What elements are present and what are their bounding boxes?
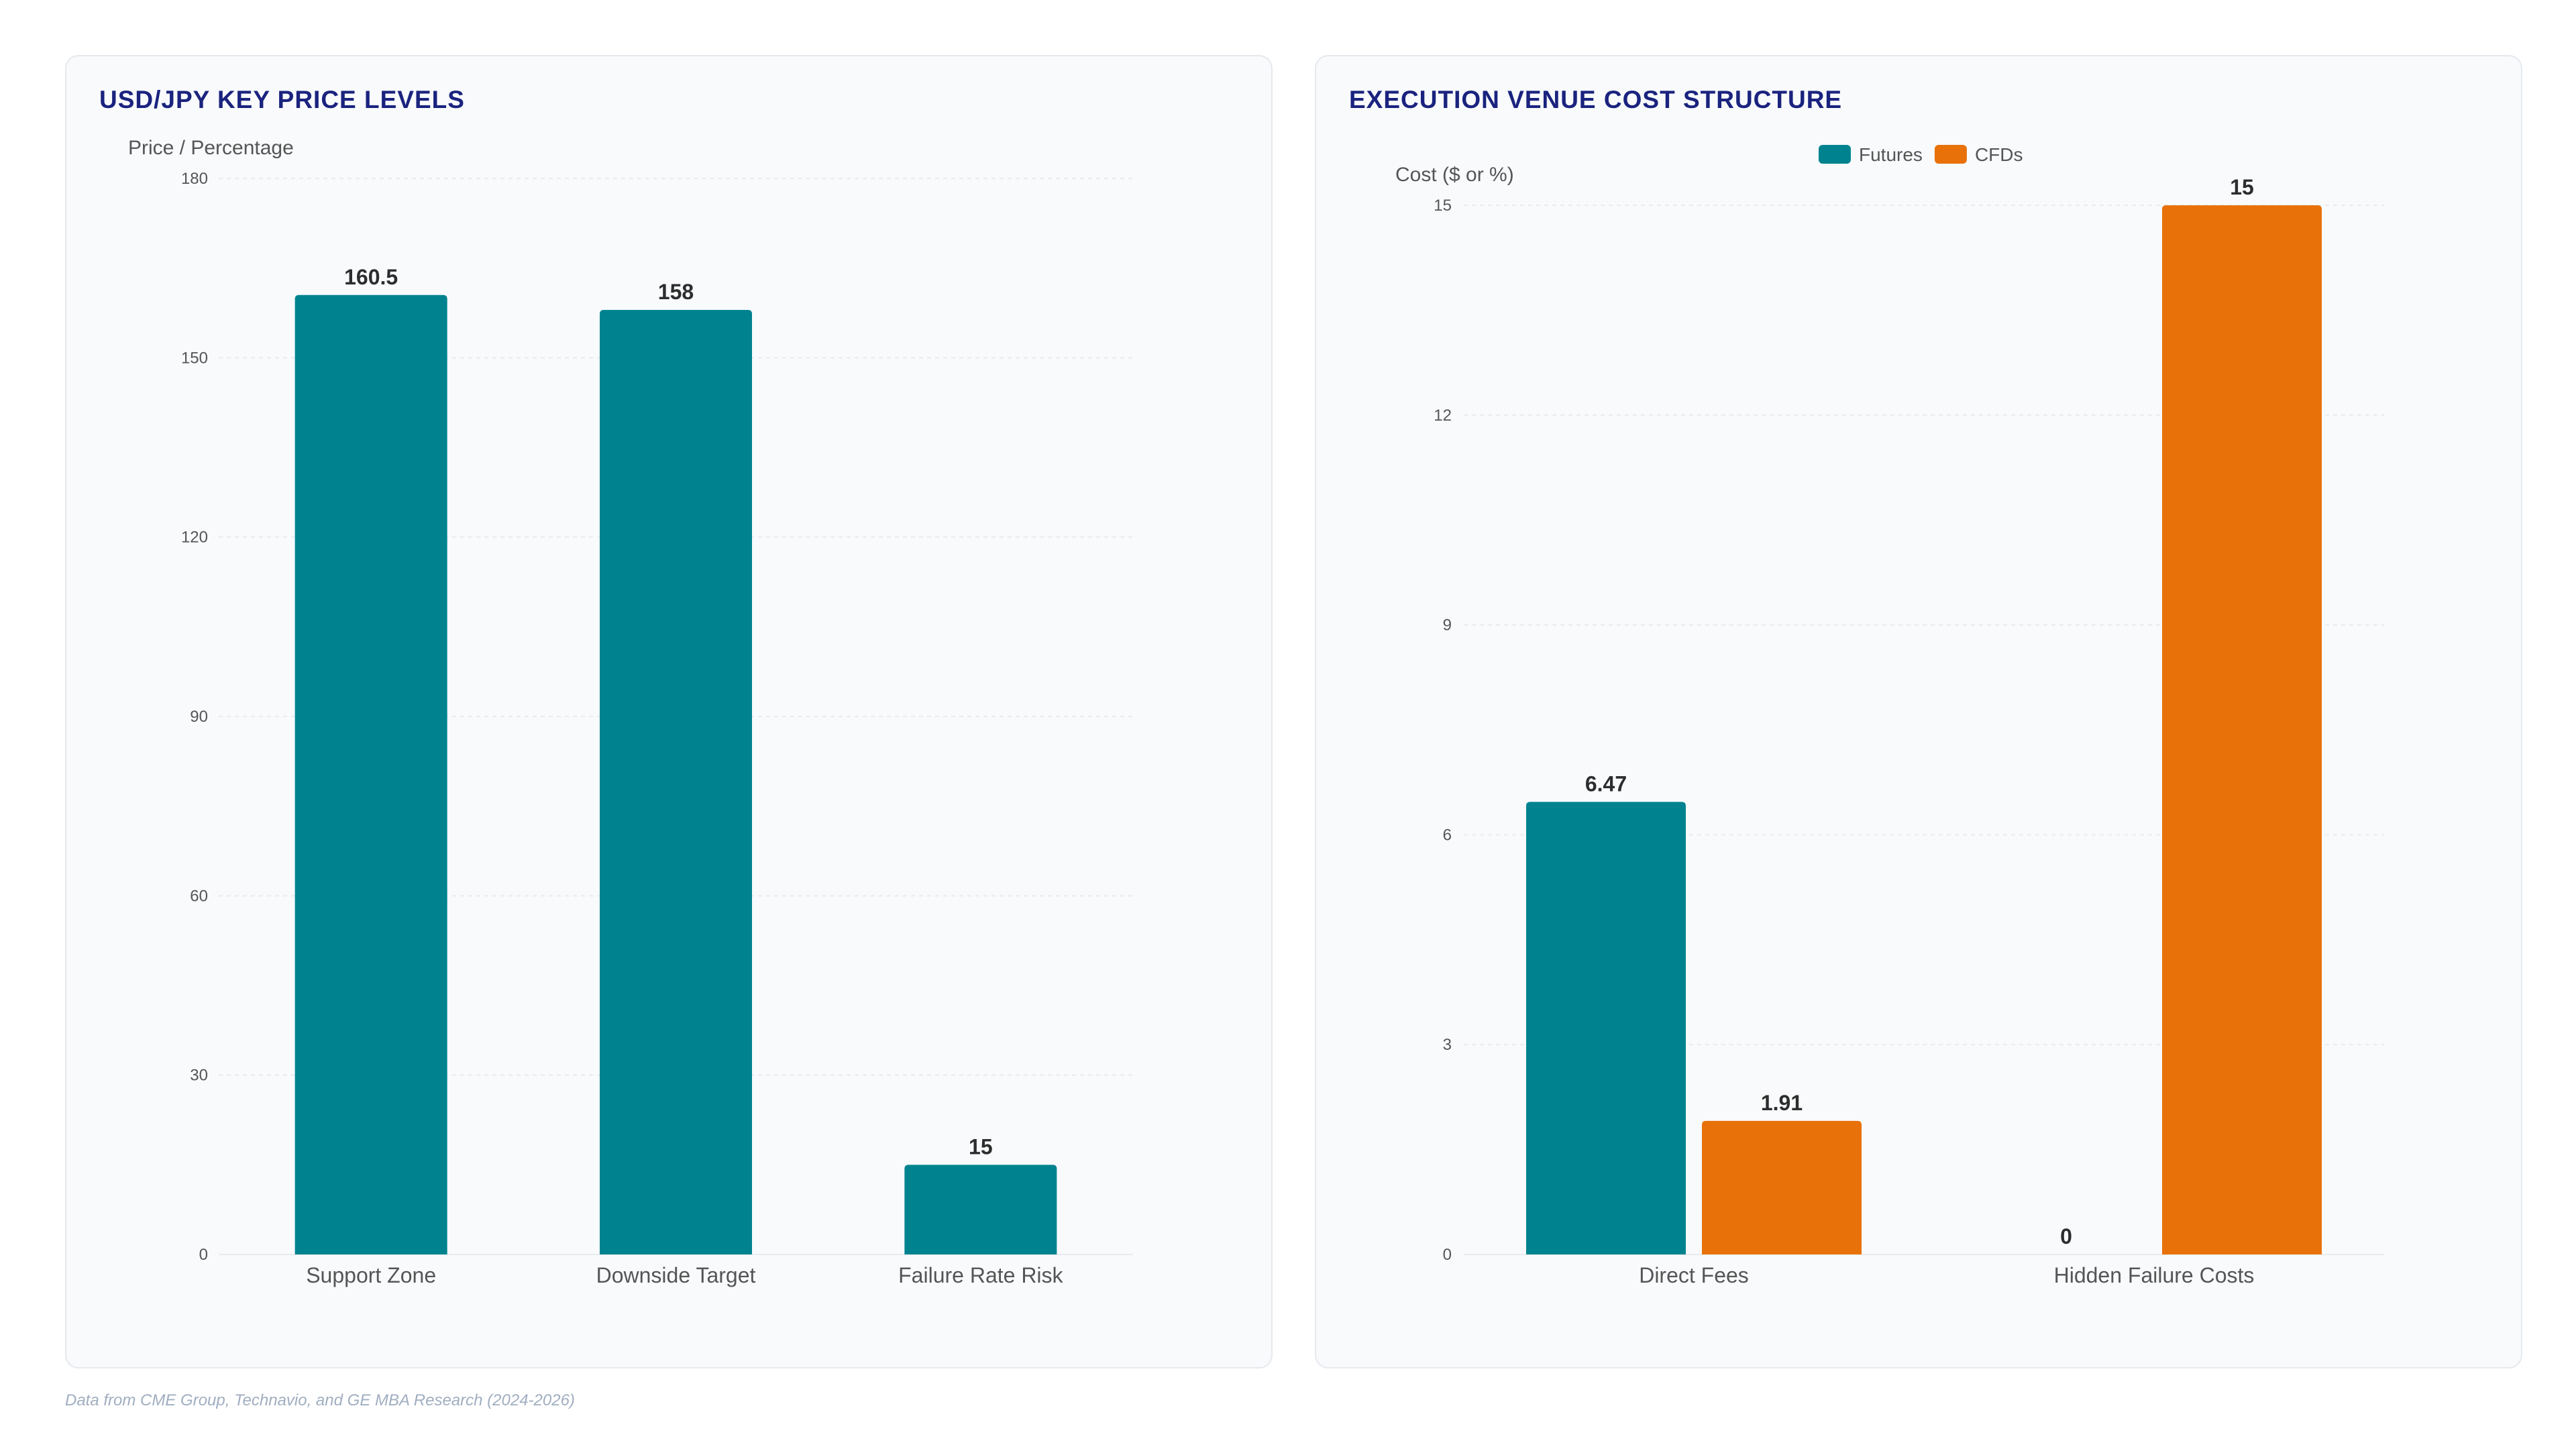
chart-title: EXECUTION VENUE COST STRUCTURE bbox=[1349, 86, 1843, 113]
legend-label: CFDs bbox=[1975, 144, 2023, 165]
y-axis-label: Price / Percentage bbox=[128, 137, 294, 159]
data-label: 6.47 bbox=[1585, 771, 1627, 796]
bar bbox=[1702, 1120, 1862, 1254]
y-tick-label: 120 bbox=[181, 529, 208, 547]
x-category-label: Hidden Failure Costs bbox=[2054, 1263, 2255, 1287]
data-label: 158 bbox=[658, 280, 694, 304]
chart-panel-cost-structure: EXECUTION VENUE COST STRUCTURE Cost ($ o… bbox=[1315, 55, 2522, 1368]
data-label: 160.5 bbox=[344, 265, 398, 289]
legend-swatch bbox=[1819, 145, 1851, 164]
legend-swatch bbox=[1934, 145, 1967, 164]
data-label: 0 bbox=[2060, 1224, 2072, 1248]
y-tick-label: 9 bbox=[1443, 616, 1452, 635]
bar bbox=[2162, 205, 2322, 1254]
data-label: 1.91 bbox=[1761, 1091, 1803, 1115]
bar bbox=[294, 294, 447, 1255]
y-tick-label: 180 bbox=[181, 170, 208, 188]
y-tick-label: 0 bbox=[199, 1246, 208, 1264]
y-tick-label: 3 bbox=[1443, 1036, 1452, 1054]
data-label: 15 bbox=[969, 1134, 993, 1159]
y-axis-label: Cost ($ or %) bbox=[1395, 164, 1514, 186]
source-footnote: Data from CME Group, Technavio, and GE M… bbox=[65, 1391, 575, 1409]
x-category-label: Failure Rate Risk bbox=[898, 1263, 1063, 1287]
y-tick-label: 0 bbox=[1443, 1246, 1452, 1264]
bar bbox=[1526, 802, 1686, 1254]
y-tick-label: 60 bbox=[190, 887, 208, 905]
chart-panel-price-levels: USD/JPY KEY PRICE LEVELS Price / Percent… bbox=[65, 55, 1273, 1368]
price-levels-chart: Price / Percentage 0 30 60 90 120 150 180 Suppor… bbox=[128, 137, 1133, 1287]
data-label: 15 bbox=[2230, 175, 2254, 199]
legend-label: Futures bbox=[1859, 144, 1923, 165]
x-category-label: Downside Target bbox=[596, 1263, 756, 1287]
y-tick-label: 30 bbox=[190, 1067, 208, 1085]
bar bbox=[600, 310, 752, 1254]
cost-structure-chart: Cost ($ or %) 0 3 6 9 12 15 Futures CFDs Direct F… bbox=[1395, 144, 2384, 1287]
bar bbox=[904, 1165, 1057, 1254]
y-tick-label: 15 bbox=[1434, 197, 1452, 215]
x-category-label: Support Zone bbox=[306, 1263, 436, 1287]
x-category-label: Direct Fees bbox=[1639, 1263, 1749, 1287]
y-tick-label: 12 bbox=[1434, 407, 1452, 425]
y-tick-label: 90 bbox=[190, 708, 208, 726]
y-tick-label: 150 bbox=[181, 349, 208, 367]
y-tick-label: 6 bbox=[1443, 826, 1452, 844]
chart-title: USD/JPY KEY PRICE LEVELS bbox=[99, 86, 465, 113]
